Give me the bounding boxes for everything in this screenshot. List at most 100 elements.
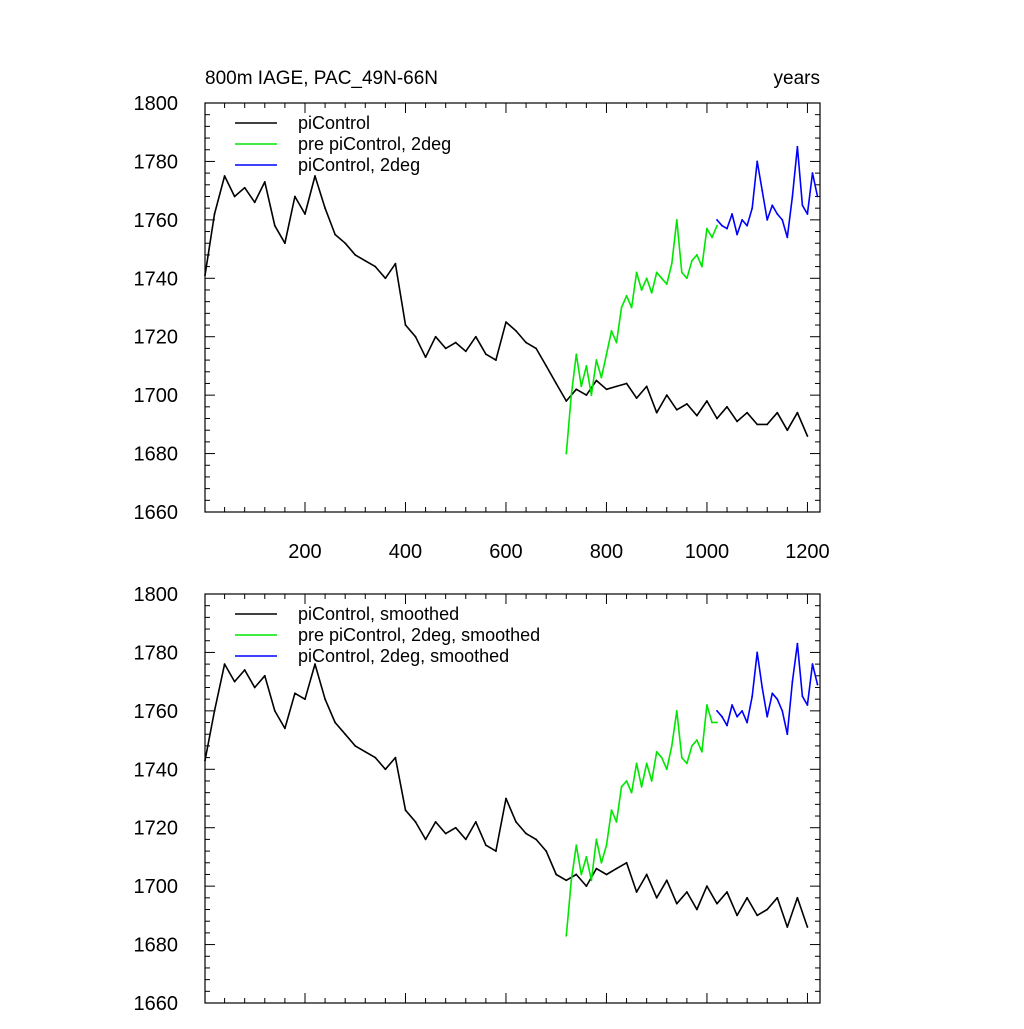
data-point (690, 259, 693, 262)
data-point (243, 669, 246, 671)
data-point (294, 692, 296, 695)
data-point (786, 236, 789, 239)
data-point (324, 698, 326, 701)
data-point (756, 160, 759, 163)
data-point (610, 329, 613, 332)
data-point (555, 873, 558, 876)
series-line-2 (565, 219, 718, 454)
data-point (786, 733, 789, 736)
data-point (761, 686, 764, 689)
legend-label: piControl, 2deg, smoothed (298, 646, 509, 666)
data-point (600, 861, 603, 864)
y-tick-label: 1740 (134, 759, 179, 781)
data-point (610, 809, 613, 812)
data-point (811, 663, 814, 666)
data-point (776, 896, 779, 899)
y-tick-label: 1760 (134, 701, 179, 723)
chart-panel-2: 1660 1680 1700 1720 1740 1760 1780 1800 piContro… (134, 584, 821, 1015)
data-point (655, 896, 658, 899)
data-point (344, 242, 347, 245)
data-point (771, 692, 774, 695)
data-point (565, 879, 568, 882)
data-point (434, 820, 437, 823)
data-point (454, 341, 457, 344)
data-point (766, 715, 769, 718)
data-point (585, 856, 588, 858)
data-point (394, 756, 397, 759)
data-point (665, 879, 668, 882)
data-point (741, 218, 744, 221)
data-point (791, 680, 794, 683)
data-point (635, 762, 638, 765)
data-point (756, 423, 759, 426)
data-point (424, 838, 427, 841)
data-point (575, 388, 578, 391)
data-point (625, 294, 628, 297)
y-tick-label: 1740 (134, 268, 179, 290)
data-point (796, 642, 799, 645)
x-tick-label: 1000 (685, 541, 730, 563)
data-point (736, 715, 738, 718)
data-point (721, 224, 723, 227)
data-point (474, 820, 477, 823)
data-point (364, 259, 367, 262)
data-point (675, 902, 678, 905)
data-point (655, 271, 658, 274)
data-point (605, 844, 608, 847)
x-tick-label: 600 (489, 541, 522, 563)
data-point (685, 891, 688, 893)
data-point (716, 709, 718, 712)
data-point (796, 896, 799, 899)
data-point (595, 359, 598, 361)
data-point (645, 277, 648, 280)
data-point (665, 394, 668, 397)
data-point (726, 724, 728, 727)
data-point (635, 271, 638, 274)
chart-panel-1: 1660 1680 1700 1720 1740 1760 1780 1800 200 400 60… (134, 68, 830, 563)
data-point (630, 791, 633, 794)
data-point (690, 745, 693, 747)
data-point (595, 867, 598, 870)
data-point (685, 403, 688, 405)
data-point (374, 756, 377, 759)
data-point (283, 242, 286, 245)
data-point (746, 721, 749, 724)
data-point (565, 452, 568, 455)
plot-frame (204, 102, 821, 513)
y-tick-label: 1800 (134, 93, 179, 115)
data-point (605, 873, 608, 876)
data-point (786, 429, 789, 432)
data-point (670, 745, 673, 747)
data-point (243, 186, 246, 189)
data-point (434, 335, 437, 338)
data-point (204, 274, 206, 277)
data-point (771, 204, 774, 207)
data-point (746, 896, 749, 899)
data-point (615, 867, 618, 870)
data-point (660, 756, 663, 759)
data-point (746, 224, 749, 227)
data-point (605, 353, 608, 356)
data-point (585, 885, 588, 888)
data-point (263, 674, 266, 677)
data-point (314, 175, 316, 177)
legend-label: piControl, smoothed (298, 604, 459, 624)
data-point (525, 341, 527, 344)
y-tick-label: 1780 (134, 642, 179, 664)
y-tick-label: 1760 (134, 210, 179, 232)
data-point (751, 695, 754, 698)
data-point (464, 350, 467, 353)
data-point (615, 820, 618, 823)
data-point (786, 926, 789, 928)
data-point (701, 265, 703, 268)
data-point (595, 838, 598, 841)
data-point (304, 698, 306, 701)
data-point (575, 844, 578, 847)
data-point (716, 902, 718, 905)
data-point (766, 423, 769, 426)
data-point (776, 698, 779, 701)
data-point (233, 195, 236, 198)
data-point (665, 768, 668, 771)
data-point (741, 709, 744, 712)
data-point (711, 236, 713, 239)
